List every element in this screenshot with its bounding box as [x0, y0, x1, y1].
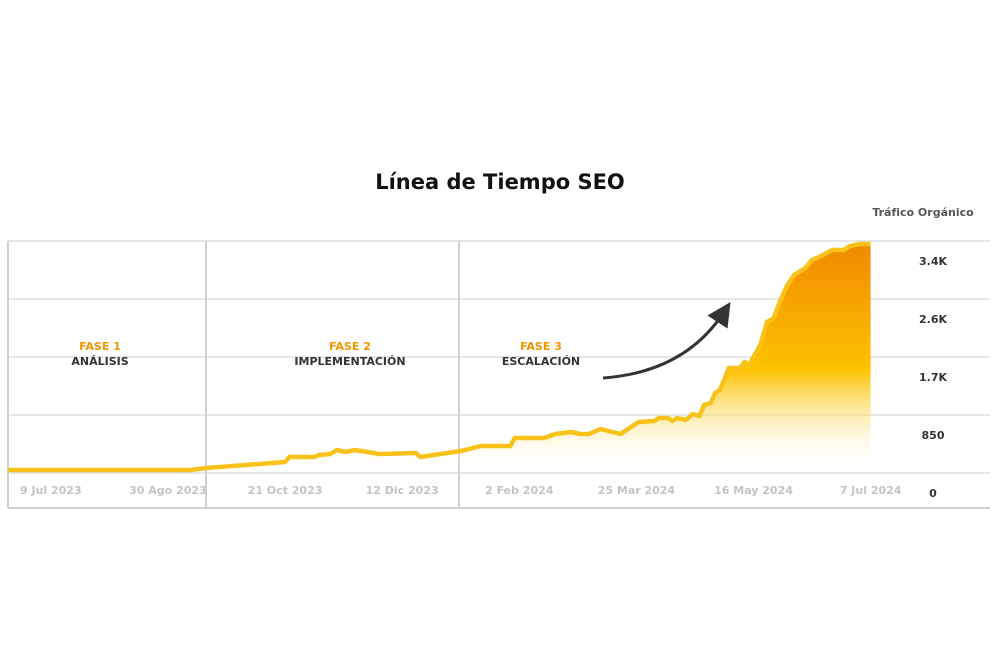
- phase-label: FASE 2: [329, 340, 371, 353]
- growth-arrow: [602, 301, 731, 380]
- y-tick-label: 1.7K: [919, 371, 947, 384]
- x-tick-label: 21 Oct 2023: [248, 484, 323, 497]
- x-tick-label: 2 Feb 2024: [485, 484, 554, 497]
- data-layer: [8, 241, 871, 473]
- chart-title: Línea de Tiempo SEO: [375, 170, 625, 194]
- x-tick-label: 16 May 2024: [714, 484, 793, 497]
- y-tick-label: 0: [929, 487, 937, 500]
- x-tick-label: 25 Mar 2024: [598, 484, 676, 497]
- phase-name: ESCALACIÓN: [502, 355, 580, 368]
- phase-name: IMPLEMENTACIÓN: [294, 355, 405, 368]
- trend-line: [8, 241, 871, 473]
- x-tick-label: 9 Jul 2023: [20, 484, 82, 497]
- x-tick-label: 30 Ago 2023: [129, 484, 207, 497]
- y-tick-label: 2.6K: [919, 313, 947, 326]
- area-fill: [8, 244, 871, 473]
- x-tick-label: 7 Jul 2024: [840, 484, 902, 497]
- phase-label: FASE 1: [79, 340, 121, 353]
- grid: 0 850 1.7K 2.6K 3.4K 9 Jul 2023 30 Ago 2023 21 …: [8, 240, 990, 500]
- y-tick-label: 850: [922, 429, 945, 442]
- y-tick-label: 3.4K: [919, 255, 947, 268]
- phase-label: FASE 3: [520, 340, 562, 353]
- phase-name: ANÁLISIS: [71, 355, 128, 368]
- y-axis-label: Tráfico Orgánico: [872, 206, 974, 219]
- x-tick-label: 12 Dic 2023: [366, 484, 439, 497]
